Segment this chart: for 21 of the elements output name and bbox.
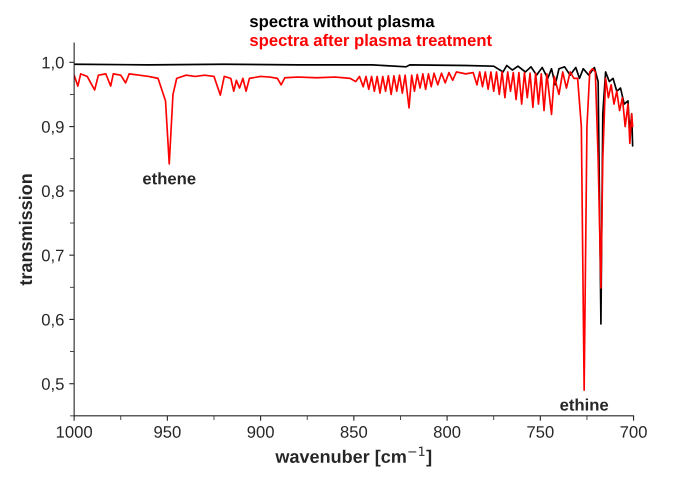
x-tick-label: 800: [434, 426, 460, 438]
x-tick-label: 950: [154, 426, 181, 438]
line-series: [74, 63, 634, 325]
y-axis-title: transmission: [18, 174, 32, 286]
line-series: [74, 68, 634, 391]
annotation: ethene: [143, 172, 196, 184]
y-tick-label: 0,8: [42, 185, 64, 200]
series-label: spectra after plasma treatment: [250, 34, 492, 50]
x-tick-label: 900: [247, 426, 274, 438]
y-tick-label: 0,6: [42, 314, 64, 328]
x-tick-label: 700: [620, 426, 647, 438]
x-tick-label: 850: [340, 426, 368, 438]
text: spectra without plasma: [250, 15, 435, 31]
y-tick-label: 1,0: [42, 56, 64, 70]
y-tick-label: 0,5: [42, 378, 64, 392]
y-tick-label: 0,9: [42, 120, 64, 135]
x-axis-title: wavenuber [cm$^{−1}$]: [275, 446, 432, 467]
y-tick-label: 0,7: [42, 250, 64, 264]
x-tick-label: 1000: [56, 426, 92, 438]
x-tick-label: 750: [527, 426, 554, 438]
annotation: ethine: [560, 398, 608, 411]
